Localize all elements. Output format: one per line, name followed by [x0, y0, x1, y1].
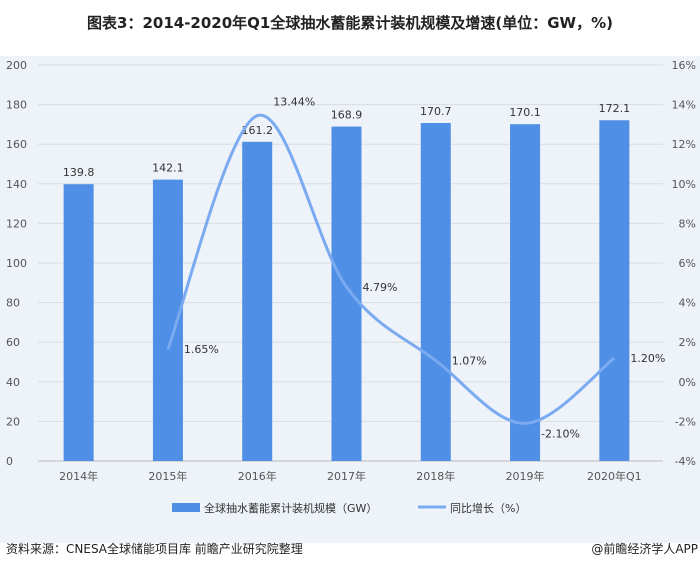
- bar-data-label: 172.1: [599, 102, 631, 115]
- left-tick-label: 180: [6, 99, 27, 112]
- growth-line: [166, 113, 616, 425]
- x-tick-label: 2014年: [59, 469, 98, 483]
- bar-data-label: 161.2: [241, 124, 273, 137]
- left-tick-label: 140: [6, 178, 27, 191]
- left-tick-label: 200: [6, 59, 27, 72]
- right-tick-label: 0%: [679, 376, 696, 389]
- x-tick-label: 2018年: [416, 469, 455, 483]
- right-tick-label: -4%: [675, 455, 696, 468]
- line-data-label: 4.79%: [363, 281, 398, 294]
- bar-data-label: 170.1: [509, 106, 541, 119]
- x-tick-label: 2019年: [506, 469, 545, 483]
- bar: [599, 120, 630, 461]
- bar-data-label: 139.8: [63, 166, 95, 179]
- line-data-label: 1.20%: [630, 352, 665, 365]
- line-data-label: 1.07%: [452, 355, 487, 368]
- left-tick-label: 0: [6, 455, 13, 468]
- chart-title: 图表3：2014-2020年Q1全球抽水蓄能累计装机规模及增速(单位：GW，%): [87, 14, 613, 32]
- x-tick-label: 2016年: [238, 469, 277, 483]
- left-tick-label: 40: [6, 376, 20, 389]
- bar: [331, 126, 362, 461]
- right-tick-label: 16%: [672, 59, 696, 72]
- source-note: 资料来源：CNESA全球储能项目库 前瞻产业研究院整理: [6, 542, 303, 556]
- right-tick-label: 4%: [679, 297, 696, 310]
- right-tick-label: 2%: [679, 336, 696, 349]
- left-tick-label: 80: [6, 297, 20, 310]
- brand-note: @前瞻经济学人APP: [591, 542, 698, 556]
- bar: [510, 124, 541, 462]
- x-tick-label: 2015年: [148, 469, 187, 483]
- line-data-label: -2.10%: [541, 427, 580, 440]
- bar-data-label: 170.7: [420, 105, 452, 118]
- bar-data-label: 168.9: [331, 109, 363, 122]
- left-tick-label: 160: [6, 138, 27, 151]
- legend-line-label: 同比增长（%）: [450, 501, 526, 515]
- x-tick-label: 2020年Q1: [587, 469, 642, 483]
- line-data-label: 1.65%: [184, 343, 219, 356]
- bar-data-label: 142.1: [152, 162, 184, 175]
- line-data-label: 13.44%: [273, 96, 315, 109]
- right-tick-label: 10%: [672, 178, 696, 191]
- bar: [420, 123, 451, 461]
- legend-bar-label: 全球抽水蓄能累计装机规模（GW）: [204, 501, 377, 515]
- chart: 0 20 40 60 80 100 120 140 160 180 200 -4% -2% 0% 2% 4% 6…: [6, 59, 696, 515]
- right-tick-label: 14%: [672, 99, 696, 112]
- left-tick-label: 100: [6, 257, 27, 270]
- left-tick-label: 20: [6, 415, 20, 428]
- right-tick-label: 6%: [679, 257, 696, 270]
- legend-bar-swatch: [172, 503, 200, 512]
- right-tick-label: 12%: [672, 138, 696, 151]
- bar: [63, 184, 94, 462]
- x-tick-label: 2017年: [327, 469, 366, 483]
- left-tick-label: 120: [6, 217, 27, 230]
- right-tick-label: 8%: [679, 217, 696, 230]
- left-tick-label: 60: [6, 336, 20, 349]
- bar: [242, 141, 273, 461]
- right-tick-label: -2%: [675, 415, 696, 428]
